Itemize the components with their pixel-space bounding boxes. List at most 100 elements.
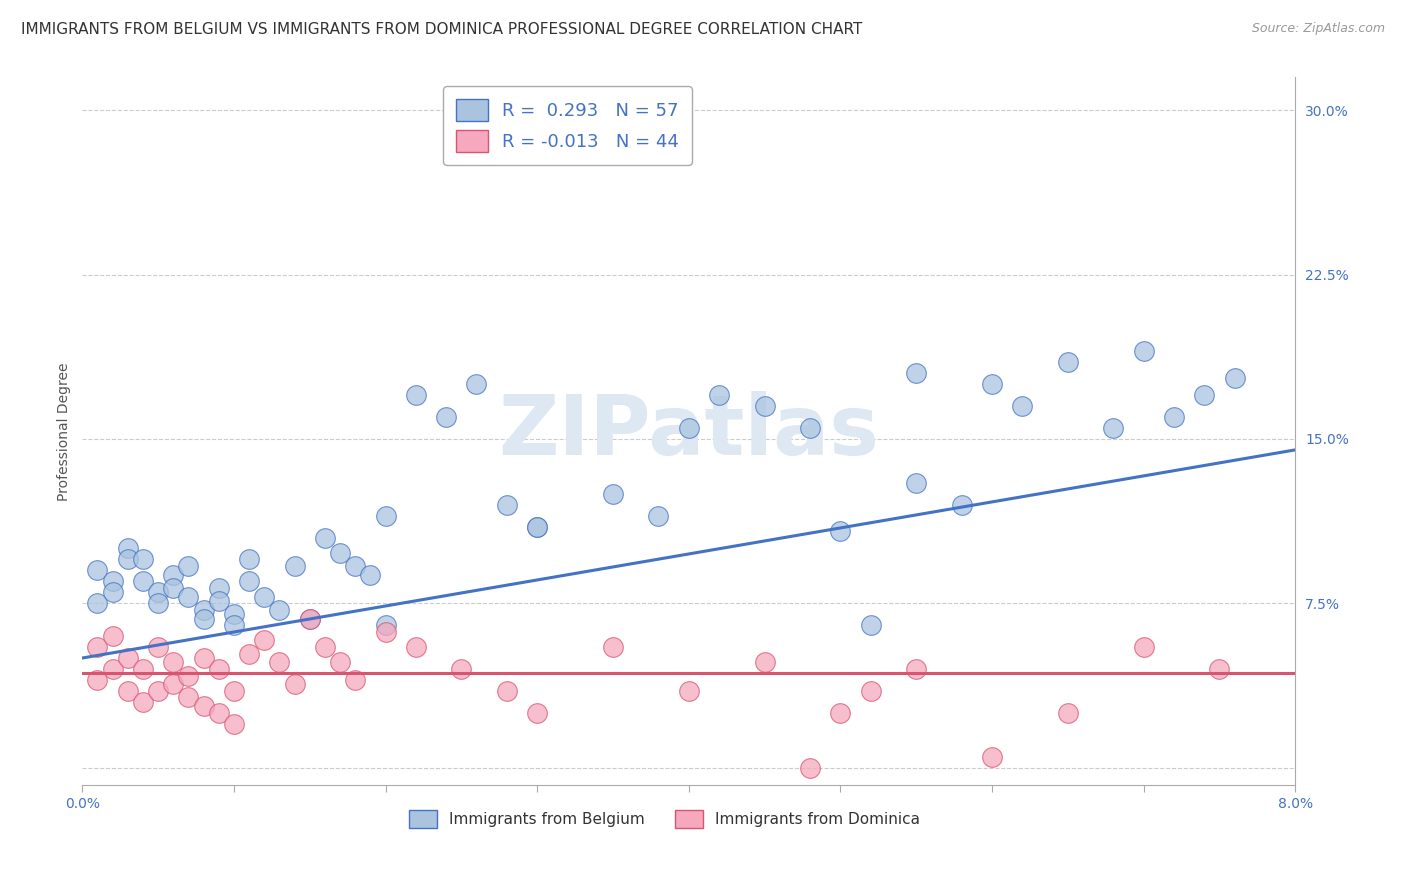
Point xyxy=(222,607,245,622)
Point xyxy=(117,541,139,556)
Point xyxy=(495,498,517,512)
Point xyxy=(1223,370,1246,384)
Point xyxy=(208,706,231,720)
Point xyxy=(799,421,821,435)
Point xyxy=(905,662,928,676)
Point xyxy=(981,749,1004,764)
Point xyxy=(344,559,367,574)
Point xyxy=(177,559,200,574)
Point xyxy=(359,567,381,582)
Point xyxy=(329,546,352,560)
Point xyxy=(269,656,291,670)
Point xyxy=(314,640,336,654)
Point xyxy=(830,706,852,720)
Text: IMMIGRANTS FROM BELGIUM VS IMMIGRANTS FROM DOMINICA PROFESSIONAL DEGREE CORRELAT: IMMIGRANTS FROM BELGIUM VS IMMIGRANTS FR… xyxy=(21,22,862,37)
Point xyxy=(1208,662,1230,676)
Y-axis label: Professional Degree: Professional Degree xyxy=(58,362,72,500)
Point xyxy=(434,410,457,425)
Point xyxy=(162,656,184,670)
Point xyxy=(526,706,548,720)
Point xyxy=(405,640,427,654)
Point xyxy=(1102,421,1125,435)
Point xyxy=(146,585,169,599)
Point xyxy=(132,695,155,709)
Point xyxy=(602,640,624,654)
Point xyxy=(1132,640,1154,654)
Point xyxy=(193,651,215,665)
Point xyxy=(132,662,155,676)
Point xyxy=(283,559,305,574)
Point xyxy=(238,552,260,566)
Point xyxy=(253,590,276,604)
Point xyxy=(101,574,124,589)
Point xyxy=(344,673,367,687)
Point xyxy=(495,684,517,698)
Point xyxy=(374,508,396,523)
Point xyxy=(981,377,1004,392)
Point xyxy=(146,684,169,698)
Point xyxy=(830,524,852,538)
Point xyxy=(298,611,321,625)
Point xyxy=(405,388,427,402)
Point xyxy=(238,574,260,589)
Point xyxy=(253,633,276,648)
Point xyxy=(86,563,108,577)
Point xyxy=(146,640,169,654)
Legend: Immigrants from Belgium, Immigrants from Dominica: Immigrants from Belgium, Immigrants from… xyxy=(404,805,927,834)
Point xyxy=(162,581,184,595)
Point xyxy=(238,647,260,661)
Point xyxy=(905,475,928,490)
Point xyxy=(526,519,548,533)
Point xyxy=(86,596,108,610)
Point xyxy=(1056,706,1078,720)
Point xyxy=(177,590,200,604)
Point xyxy=(146,596,169,610)
Point xyxy=(162,677,184,691)
Point xyxy=(465,377,488,392)
Point xyxy=(314,531,336,545)
Point xyxy=(132,552,155,566)
Point xyxy=(602,486,624,500)
Point xyxy=(222,684,245,698)
Point xyxy=(678,421,700,435)
Point xyxy=(950,498,973,512)
Point xyxy=(329,656,352,670)
Point xyxy=(1132,344,1154,359)
Point xyxy=(859,618,882,632)
Point xyxy=(859,684,882,698)
Point xyxy=(208,662,231,676)
Point xyxy=(101,585,124,599)
Point xyxy=(1056,355,1078,369)
Point xyxy=(193,603,215,617)
Point xyxy=(1163,410,1185,425)
Point xyxy=(101,662,124,676)
Point xyxy=(269,603,291,617)
Point xyxy=(1194,388,1216,402)
Point xyxy=(193,611,215,625)
Point xyxy=(298,611,321,625)
Point xyxy=(799,760,821,774)
Point xyxy=(707,388,730,402)
Point xyxy=(905,366,928,380)
Point xyxy=(193,699,215,714)
Point xyxy=(374,618,396,632)
Text: Source: ZipAtlas.com: Source: ZipAtlas.com xyxy=(1251,22,1385,36)
Point xyxy=(208,581,231,595)
Point xyxy=(86,640,108,654)
Point xyxy=(132,574,155,589)
Point xyxy=(450,662,472,676)
Point xyxy=(177,668,200,682)
Point xyxy=(678,684,700,698)
Point xyxy=(222,716,245,731)
Text: ZIPatlas: ZIPatlas xyxy=(498,391,879,472)
Point xyxy=(117,552,139,566)
Point xyxy=(754,656,776,670)
Point xyxy=(526,519,548,533)
Point xyxy=(86,673,108,687)
Point xyxy=(117,684,139,698)
Point xyxy=(117,651,139,665)
Point xyxy=(374,624,396,639)
Point xyxy=(1011,399,1033,413)
Point xyxy=(101,629,124,643)
Point xyxy=(162,567,184,582)
